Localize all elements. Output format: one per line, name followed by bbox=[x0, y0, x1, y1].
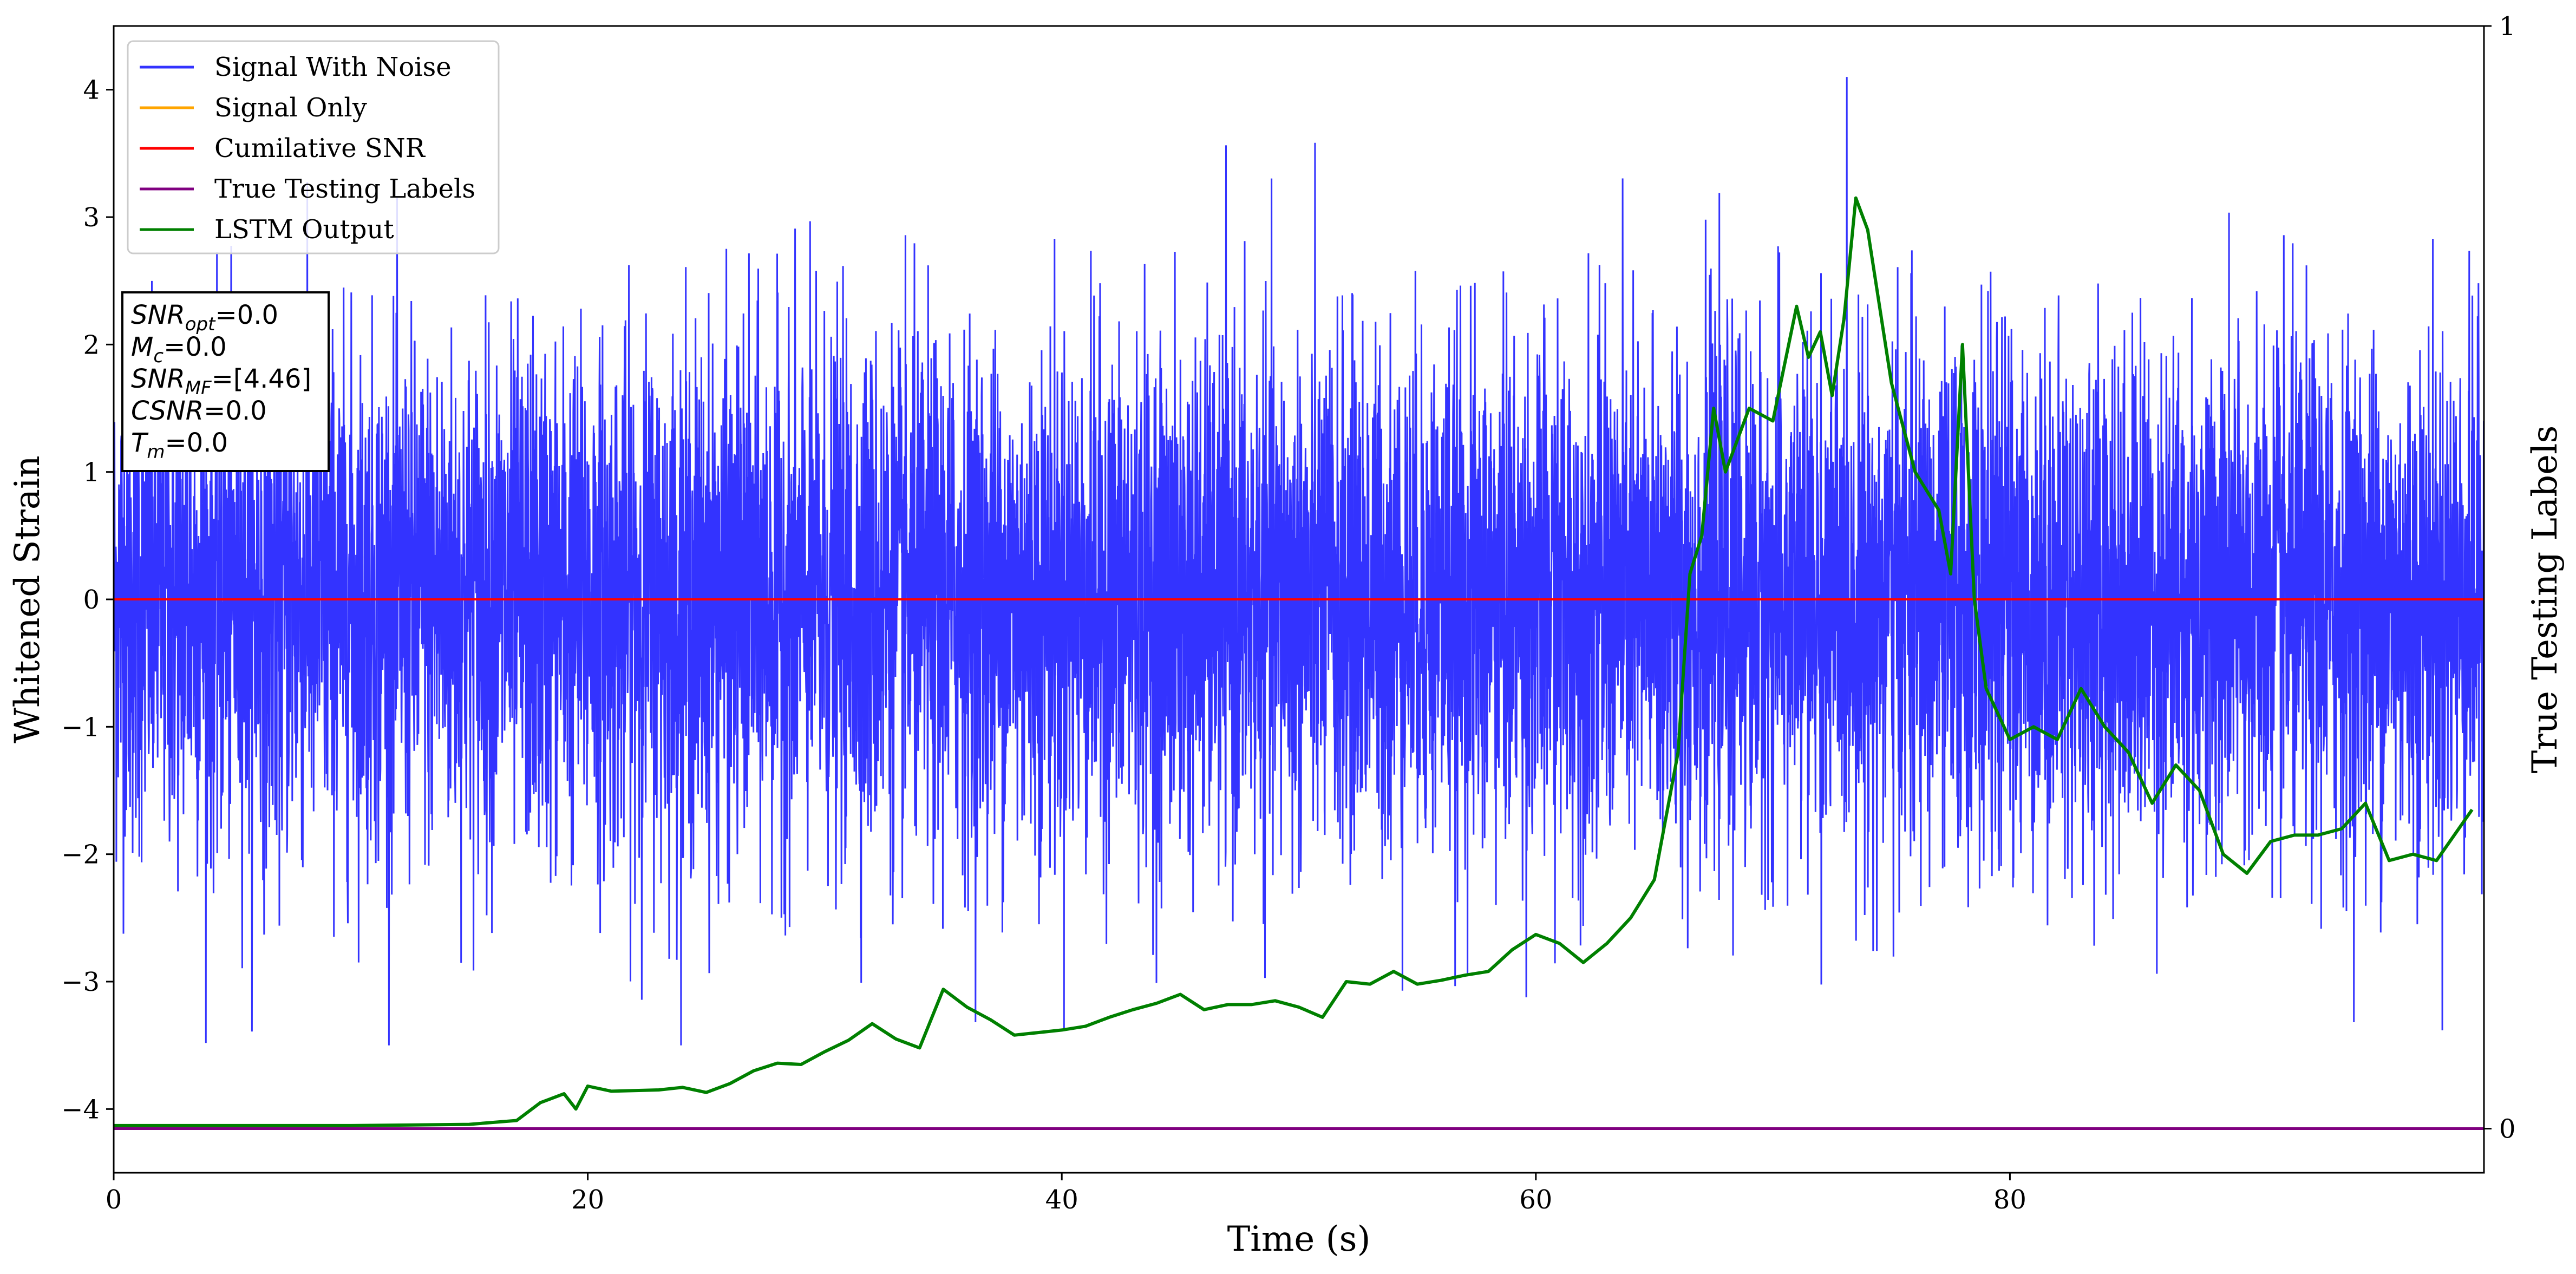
legend: Signal With Noise Signal Only Cumilative S… bbox=[127, 40, 500, 254]
series-lstm-output bbox=[114, 196, 2474, 1127]
y2-tick-label: 1 bbox=[2499, 11, 2516, 42]
x-tick-label: 20 bbox=[571, 1185, 604, 1215]
info-line: Tm=0.0 bbox=[131, 428, 228, 463]
y-tick-label: 3 bbox=[83, 202, 100, 233]
info-line: SNRMF=[4.46] bbox=[131, 364, 311, 399]
y2-tick-label: 0 bbox=[2499, 1114, 2516, 1145]
info-box: SNRopt=0.0Mc=0.0SNRMF=[4.46]CSNR=0.0Tm=0… bbox=[121, 291, 330, 472]
info-box-frame bbox=[121, 291, 330, 472]
x-axis-ticks: 0 20 40 60 80 bbox=[106, 1173, 2026, 1215]
y-tick-label: −4 bbox=[61, 1094, 100, 1125]
y-axis-title: Whitened Strain bbox=[8, 455, 48, 743]
x-tick-label: 40 bbox=[1045, 1185, 1078, 1215]
legend-label: Signal With Noise bbox=[214, 52, 452, 82]
y-axis-ticks: 4 3 2 1 0 −1 −2 −3 −4 bbox=[61, 75, 114, 1125]
series-signal-with-noise bbox=[114, 77, 2484, 1046]
y-tick-label: 1 bbox=[83, 458, 100, 488]
y-tick-label: 0 bbox=[83, 585, 100, 615]
info-line: CSNR=0.0 bbox=[131, 396, 267, 426]
noise-line bbox=[114, 77, 2484, 1046]
legend-box bbox=[127, 40, 500, 254]
info-line: SNRopt=0.0 bbox=[131, 300, 278, 335]
y-tick-label: −3 bbox=[61, 967, 100, 997]
legend-label: True Testing Labels bbox=[214, 174, 475, 204]
x-tick-label: 80 bbox=[1993, 1185, 2026, 1215]
legend-label: Signal Only bbox=[214, 93, 367, 123]
info-line: Mc=0.0 bbox=[131, 332, 227, 367]
y2-axis-title: True Testing Labels bbox=[2525, 426, 2565, 774]
legend-label: LSTM Output bbox=[214, 214, 394, 245]
y-tick-label: 4 bbox=[83, 75, 100, 106]
y-tick-label: −1 bbox=[61, 712, 100, 742]
x-tick-label: 0 bbox=[106, 1185, 122, 1215]
legend-label: Cumilative SNR bbox=[214, 133, 426, 164]
y2-axis-ticks: 10 bbox=[2484, 11, 2516, 1145]
x-tick-label: 60 bbox=[1519, 1185, 1552, 1215]
y-tick-label: −2 bbox=[61, 840, 100, 870]
series-lines bbox=[114, 196, 2484, 1131]
x-axis-title: Time (s) bbox=[1227, 1219, 1371, 1259]
y-tick-label: 2 bbox=[83, 330, 100, 360]
